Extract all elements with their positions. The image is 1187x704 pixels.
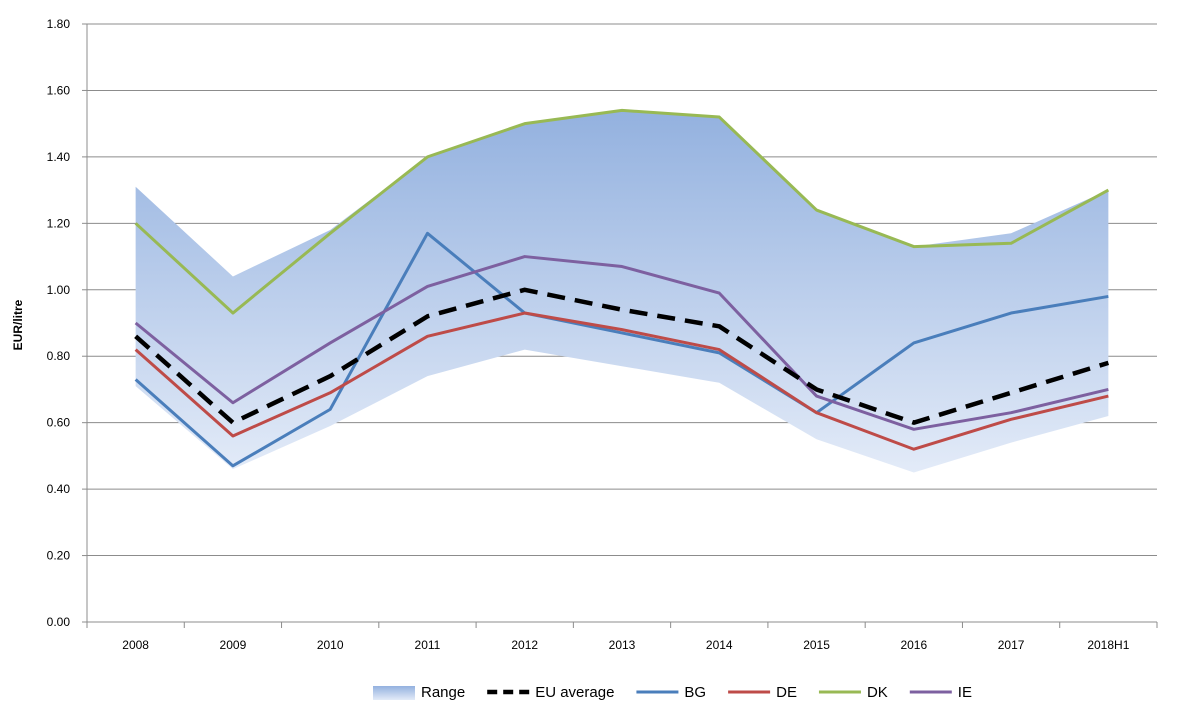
axes bbox=[82, 23, 1158, 628]
y-tick-label: 0.20 bbox=[47, 549, 71, 563]
legend-label-dk: DK bbox=[867, 684, 888, 701]
x-tick-label: 2011 bbox=[415, 638, 441, 652]
y-tick-label: 1.60 bbox=[47, 83, 71, 97]
x-tick-label: 2013 bbox=[609, 638, 636, 652]
y-tick-label: 0.60 bbox=[47, 416, 71, 430]
series-line-eu-average bbox=[134, 287, 1110, 425]
legend-label-ie: IE bbox=[958, 684, 972, 701]
series-line-dk bbox=[134, 108, 1110, 315]
tick-labels: 0.00 0.20 0.40 0.60 0.80 1.00 1.20 1.40 1.60 1.80… bbox=[47, 17, 1130, 652]
legend-label-range: Range bbox=[421, 684, 465, 701]
x-tick-label: 2016 bbox=[900, 638, 927, 652]
series-line-bg bbox=[134, 231, 1109, 468]
y-tick-label: 0.00 bbox=[47, 615, 71, 629]
series-line-de bbox=[134, 311, 1109, 451]
series-line-ie bbox=[134, 255, 1109, 431]
legend-label-eu-average: EU average bbox=[535, 684, 614, 701]
x-tick-label: 2008 bbox=[122, 638, 149, 652]
y-tick-label: 1.80 bbox=[47, 17, 71, 31]
range-area bbox=[135, 110, 1109, 473]
x-tick-label: 2014 bbox=[706, 638, 733, 652]
range-band bbox=[135, 110, 1109, 473]
x-tick-label: 2015 bbox=[803, 638, 830, 652]
y-tick-label: 0.40 bbox=[47, 482, 71, 496]
y-tick-label: 1.20 bbox=[47, 216, 71, 230]
x-tick-label: 2017 bbox=[998, 638, 1025, 652]
legend: Range EU average BG DE DK IE bbox=[373, 684, 972, 701]
x-tick-label: 2012 bbox=[511, 638, 538, 652]
legend-swatch-range bbox=[373, 686, 415, 700]
legend-label-bg: BG bbox=[684, 684, 706, 701]
y-tick-label: 1.00 bbox=[47, 283, 71, 297]
series-lines bbox=[134, 108, 1110, 468]
y-axis-label: EUR/litre bbox=[11, 299, 25, 350]
y-tick-label: 0.80 bbox=[47, 349, 71, 363]
legend-label-de: DE bbox=[776, 684, 797, 701]
x-tick-label: 2009 bbox=[220, 638, 247, 652]
x-tick-label: 2010 bbox=[317, 638, 344, 652]
x-tick-label: 2018H1 bbox=[1087, 638, 1129, 652]
y-tick-label: 1.40 bbox=[47, 150, 71, 164]
